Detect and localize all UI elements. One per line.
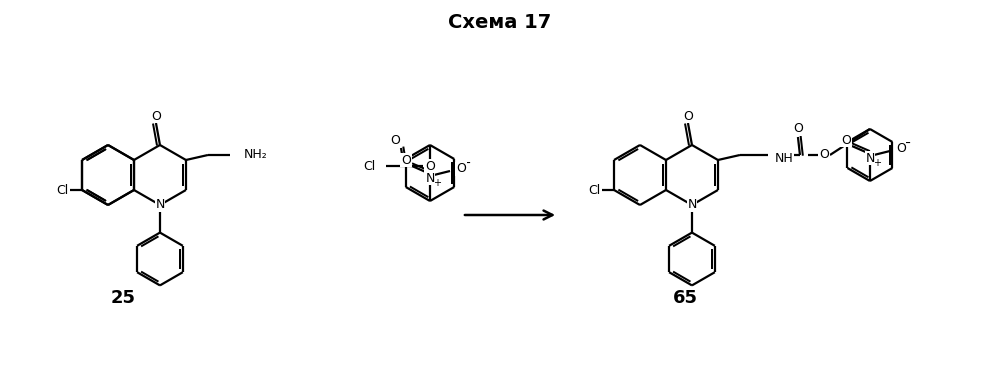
Text: +: + [873,158,881,168]
Text: O: O [683,110,693,122]
Text: NH: NH [775,151,794,164]
Text: O: O [151,110,161,122]
Text: 65: 65 [672,289,698,307]
Text: 25: 25 [110,289,136,307]
Text: N: N [155,198,165,211]
Text: O: O [896,142,906,156]
Text: O: O [819,148,829,162]
Text: Cl: Cl [588,184,600,197]
Text: −: − [461,157,471,169]
Text: O: O [841,134,851,147]
Text: Cl: Cl [364,160,376,172]
Text: Cl: Cl [56,184,68,197]
Text: N: N [865,151,875,164]
Text: O: O [425,160,435,172]
Text: O: O [793,122,803,135]
Text: Схема 17: Схема 17 [448,13,552,31]
Text: O: O [390,135,400,147]
Text: −: − [901,137,911,150]
Text: NH₂: NH₂ [244,148,268,162]
Text: O: O [456,163,466,176]
Text: +: + [433,178,441,188]
Text: O: O [401,154,411,166]
Text: N: N [687,198,697,211]
Text: N: N [425,172,435,185]
